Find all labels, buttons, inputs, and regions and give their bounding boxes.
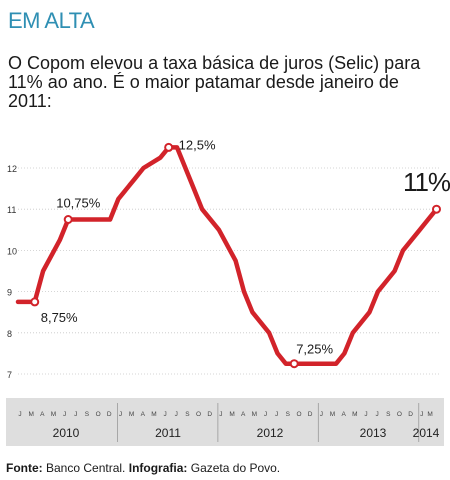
y-tick-label: 10 (7, 246, 17, 256)
data-label: 10,75% (56, 196, 101, 211)
x-tick-month: S (386, 411, 391, 418)
y-tick-label: 8 (7, 329, 12, 339)
data-point-marker (63, 215, 73, 224)
data-label: 7,25% (296, 342, 333, 357)
x-tick-month: S (85, 411, 90, 418)
x-tick-month: J (275, 411, 278, 418)
x-tick-month: M (427, 411, 432, 418)
data-label-latest: 11% (403, 167, 450, 197)
data-point-marker (432, 204, 441, 214)
x-tick-month: S (286, 411, 291, 418)
x-tick-month: O (296, 411, 301, 418)
x-tick-year: 2014 (413, 426, 440, 440)
x-tick-month: O (196, 411, 201, 418)
y-tick-label: 9 (7, 288, 12, 298)
x-tick-month: M (51, 411, 56, 418)
data-point-marker (30, 297, 40, 307)
x-tick-month: M (229, 411, 234, 418)
x-tick-month: J (18, 411, 21, 418)
x-tick-month: D (408, 411, 413, 418)
x-tick-month: M (28, 411, 33, 418)
x-tick-month: M (151, 411, 156, 418)
infographic-label: Infografia: (128, 461, 188, 475)
x-tick-month: S (185, 411, 190, 418)
x-tick-month: J (119, 411, 122, 418)
data-label: 12,5% (179, 137, 216, 152)
x-tick-month: J (264, 411, 267, 418)
x-tick-month: M (129, 411, 134, 418)
x-tick-month: J (364, 411, 367, 418)
x-tick-month: A (40, 411, 45, 418)
x-tick-month: J (375, 411, 378, 418)
source-label: Fonte: (6, 461, 43, 475)
x-tick-month: D (207, 411, 212, 418)
source-value: Banco Central. (46, 461, 126, 475)
x-tick-month: M (352, 411, 357, 418)
x-tick-month: M (252, 411, 257, 418)
infographic-value: Gazeta do Povo. (190, 461, 281, 475)
y-tick-label: 11 (7, 205, 16, 215)
y-tick-label: 7 (7, 370, 12, 380)
x-tick-month: D (308, 411, 313, 418)
x-axis-band (6, 398, 444, 446)
chart-source-note: Fonte: Banco Central. Infografia: Gazeta… (6, 461, 280, 475)
x-tick-month: A (341, 411, 346, 418)
x-tick-year: 2010 (53, 426, 80, 440)
y-tick-label: 12 (7, 164, 17, 174)
x-tick-year: 2012 (257, 426, 284, 440)
data-label: 8,75% (41, 310, 78, 325)
x-tick-month: A (141, 411, 146, 418)
chart-subtitle: O Copom elevou a taxa básica de juros (S… (8, 53, 421, 111)
x-tick-year: 2013 (360, 426, 387, 440)
x-tick-month: O (397, 411, 402, 418)
x-tick-month: A (241, 411, 246, 418)
x-tick-month: D (107, 411, 112, 418)
x-tick-month: J (163, 411, 166, 418)
x-tick-year: 2011 (155, 426, 181, 440)
selic-series-line (15, 145, 439, 366)
data-point-marker (289, 359, 299, 369)
x-tick-month: J (74, 411, 77, 418)
x-tick-month: O (96, 411, 101, 418)
x-tick-month: J (219, 411, 222, 418)
x-tick-month: M (330, 411, 335, 418)
x-tick-month: J (175, 411, 178, 418)
chart-kicker-title: EM ALTA (8, 8, 95, 33)
data-point-marker (164, 142, 174, 152)
x-tick-month: J (63, 411, 66, 418)
x-tick-month: J (420, 411, 423, 418)
x-tick-month: J (320, 411, 323, 418)
